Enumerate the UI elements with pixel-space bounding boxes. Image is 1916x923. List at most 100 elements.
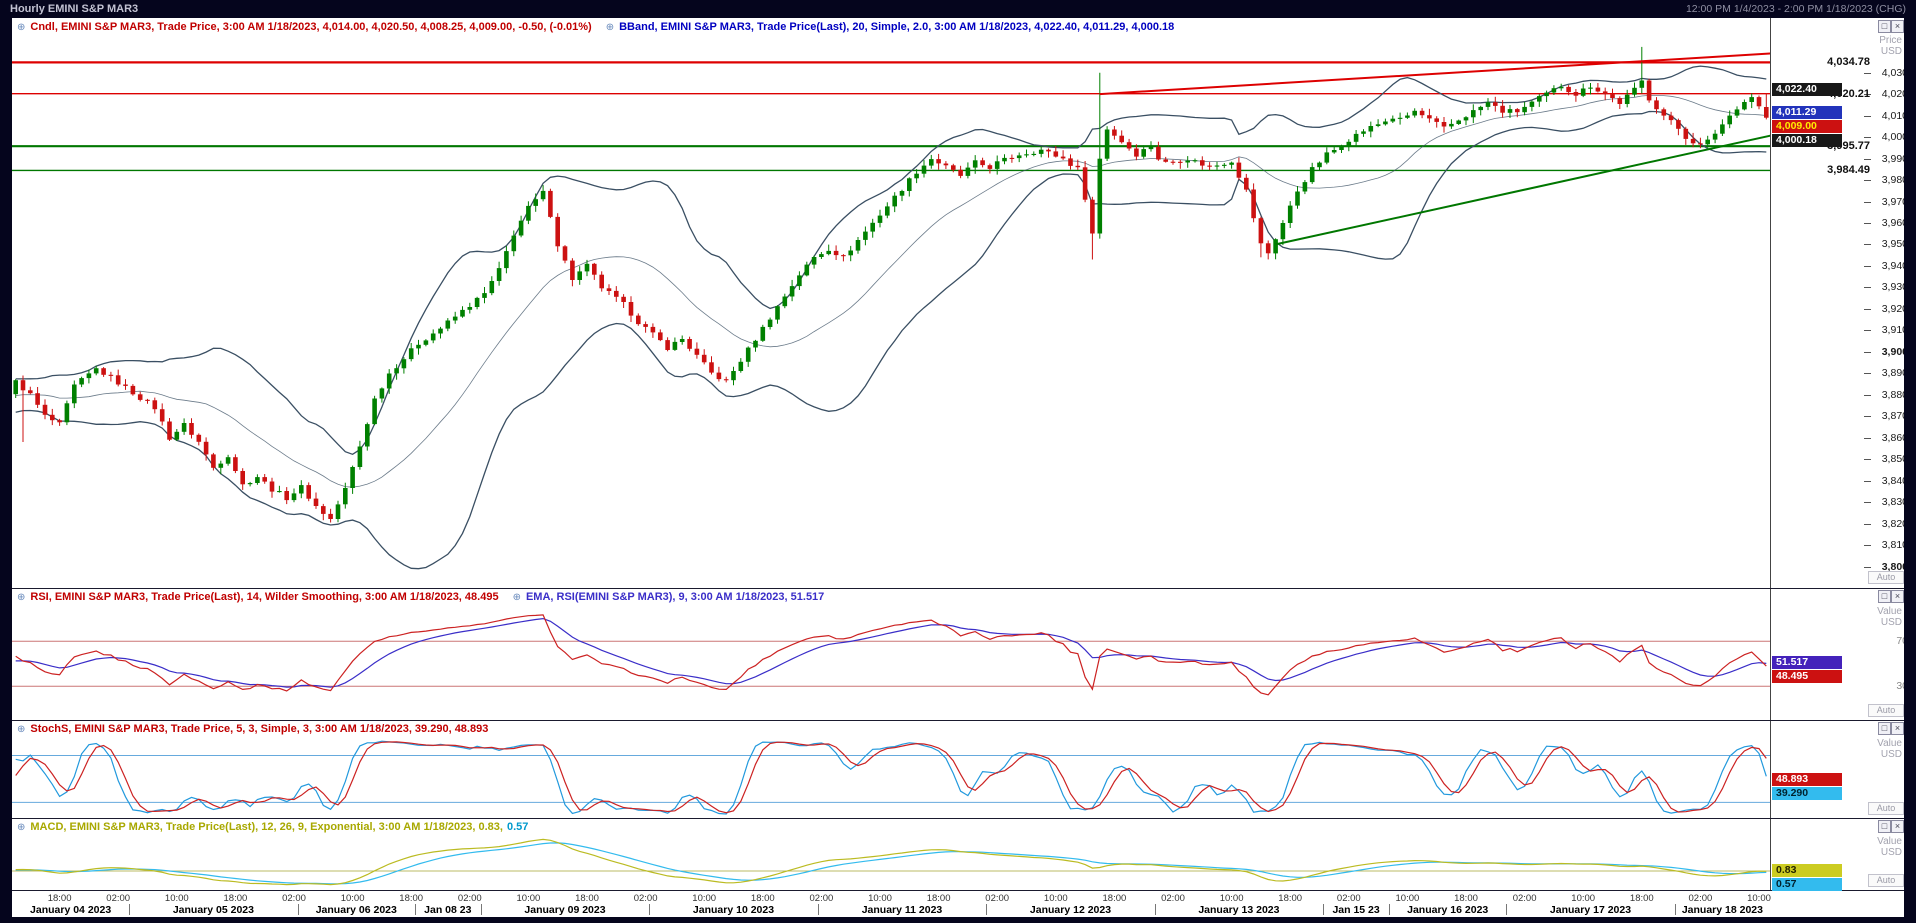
time-label: 18:00 — [575, 893, 599, 904]
axis-value-badge: 4,022.40 — [1772, 82, 1842, 96]
price-line-value-label: 3,984.49 — [1827, 164, 1870, 177]
rsi-ema-indicator-icon[interactable]: ⊕ — [512, 591, 521, 603]
price-axis-tick — [1864, 523, 1871, 525]
date-label: Jan 08 23 — [424, 904, 472, 916]
date-separator — [1154, 904, 1156, 915]
date-separator — [414, 904, 416, 915]
rsi-axis-auto-button[interactable]: Auto — [1868, 704, 1904, 717]
panel-divider-rsi[interactable] — [12, 588, 1904, 589]
candle-legend-text[interactable]: Cndl, EMINI S&P MAR3, Trade Price, 3:00 … — [30, 21, 592, 33]
price-axis-tick — [1864, 265, 1871, 267]
price-axis-label: 4,010 — [1881, 109, 1904, 122]
time-label: 18:00 — [1454, 893, 1478, 904]
time-label: 18:00 — [750, 893, 775, 904]
axis-value-badge: 0.57 — [1772, 877, 1842, 891]
rsi-ema-line — [15, 617, 1767, 688]
time-label: 02:00 — [1336, 893, 1361, 904]
window-titlebar[interactable]: Hourly EMINI S&P MAR3 12:00 PM 1/4/2023 … — [0, 0, 1916, 18]
macd-axis-currency: USD — [1880, 847, 1902, 858]
price-axis-label: 3,910 — [1881, 324, 1904, 337]
time-label: 02:00 — [1512, 893, 1537, 904]
stoch-indicator-icon[interactable]: ⊕ — [17, 723, 26, 735]
price-axis-label: 3,810 — [1881, 539, 1904, 552]
date-separator — [1506, 904, 1508, 915]
rsi-line — [15, 614, 1767, 696]
macd-chart-canvas[interactable] — [12, 834, 1770, 890]
price-chart-canvas[interactable] — [12, 34, 1770, 588]
close-panel-button[interactable]: × — [1891, 722, 1904, 735]
time-label: 10:00 — [868, 893, 892, 904]
price-axis-auto-button[interactable]: Auto — [1868, 571, 1904, 584]
date-label: January 18 2023 — [1681, 904, 1763, 916]
date-separator — [986, 904, 988, 915]
close-panel-button[interactable]: × — [1891, 20, 1904, 33]
price-axis-tick — [1864, 308, 1871, 310]
date-separator — [817, 904, 819, 915]
time-label: 02:00 — [1688, 893, 1713, 904]
price-axis-label: 3,920 — [1881, 302, 1904, 315]
bband-indicator-icon[interactable]: ⊕ — [605, 21, 615, 33]
time-label: 10:00 — [1747, 893, 1771, 904]
panel-divider-stoch[interactable] — [12, 720, 1904, 721]
time-label: 10:00 — [1395, 893, 1420, 904]
rsi-chart-canvas[interactable] — [12, 604, 1770, 720]
horizontal-support-resistance-lines — [12, 61, 1770, 172]
time-label: 10:00 — [1571, 893, 1596, 904]
date-separator — [129, 904, 131, 915]
stoch-legend-text[interactable]: StochS, EMINI S&P MAR3, Trade Price, 5, … — [30, 723, 489, 735]
date-label: January 12 2023 — [1029, 904, 1112, 916]
price-axis-tick — [1864, 244, 1871, 246]
rsi-legend-text[interactable]: RSI, EMINI S&P MAR3, Trade Price(Last), … — [30, 591, 499, 603]
macd-axis-title: Value — [1877, 836, 1902, 847]
macd-signal-value-text[interactable]: 0.57 — [506, 821, 529, 833]
time-label: 18:00 — [1629, 893, 1654, 904]
price-axis-tick — [1864, 502, 1871, 504]
stoch-axis-auto-button[interactable]: Auto — [1868, 802, 1904, 815]
date-label: January 06 2023 — [315, 904, 397, 916]
price-axis-tick — [1864, 201, 1871, 203]
time-label: 18:00 — [223, 893, 248, 904]
rsi-ema-legend-text[interactable]: EMA, RSI(EMINI S&P MAR3), 9, 3:00 AM 1/1… — [525, 591, 825, 603]
date-label: January 10 2023 — [692, 904, 775, 916]
price-axis-tick — [1864, 480, 1871, 482]
time-label: 10:00 — [516, 893, 541, 904]
candle-indicator-icon[interactable]: ⊕ — [17, 21, 26, 33]
axis-value-badge: 48.893 — [1772, 773, 1842, 787]
axis-edge-line — [1770, 18, 1771, 890]
time-label: 02:00 — [457, 893, 482, 904]
rsi-axis-title: Value — [1877, 606, 1902, 617]
restore-panel-button[interactable]: □ — [1878, 820, 1891, 833]
rsi-guide-label: 30 — [1896, 680, 1904, 693]
stoch-chart-canvas[interactable] — [12, 736, 1770, 818]
time-label: 02:00 — [282, 893, 306, 904]
macd-legend-text[interactable]: MACD, EMINI S&P MAR3, Trade Price(Last),… — [30, 821, 503, 833]
price-axis-label: 3,990 — [1881, 152, 1904, 165]
bband-legend-text[interactable]: BBand, EMINI S&P MAR3, Trade Price(Last)… — [619, 21, 1175, 33]
date-separator — [1389, 904, 1391, 915]
macd-indicator-icon[interactable]: ⊕ — [17, 821, 26, 833]
restore-panel-button[interactable]: □ — [1878, 20, 1891, 33]
price-axis-label: 3,890 — [1881, 367, 1904, 380]
date-label: January 11 2023 — [861, 904, 943, 916]
time-axis-divider — [12, 890, 1904, 891]
date-separator — [1674, 904, 1676, 915]
price-axis-label: 3,970 — [1881, 195, 1904, 208]
restore-panel-button[interactable]: □ — [1878, 722, 1891, 735]
price-axis-tick — [1864, 459, 1871, 461]
price-axis-tick — [1864, 545, 1871, 547]
close-panel-button[interactable]: × — [1891, 590, 1904, 603]
time-label: 02:00 — [1161, 893, 1185, 904]
macd-axis-auto-button[interactable]: Auto — [1868, 874, 1904, 887]
chart-content: ⊕ Cndl, EMINI S&P MAR3, Trade Price, 3:0… — [12, 18, 1904, 917]
rsi-indicator-icon[interactable]: ⊕ — [17, 591, 26, 603]
restore-panel-button[interactable]: □ — [1878, 590, 1891, 603]
stoch-panel-legend: ⊕ StochS, EMINI S&P MAR3, Trade Price, 5… — [17, 722, 488, 736]
panel-divider-macd[interactable] — [12, 818, 1904, 819]
price-axis-tick — [1864, 351, 1871, 353]
macd-line — [15, 838, 1767, 886]
trend-lines — [1099, 52, 1770, 246]
close-panel-button[interactable]: × — [1891, 820, 1904, 833]
price-axis-tick — [1864, 373, 1871, 375]
date-separator — [480, 904, 482, 915]
price-axis-tick — [1864, 287, 1871, 289]
